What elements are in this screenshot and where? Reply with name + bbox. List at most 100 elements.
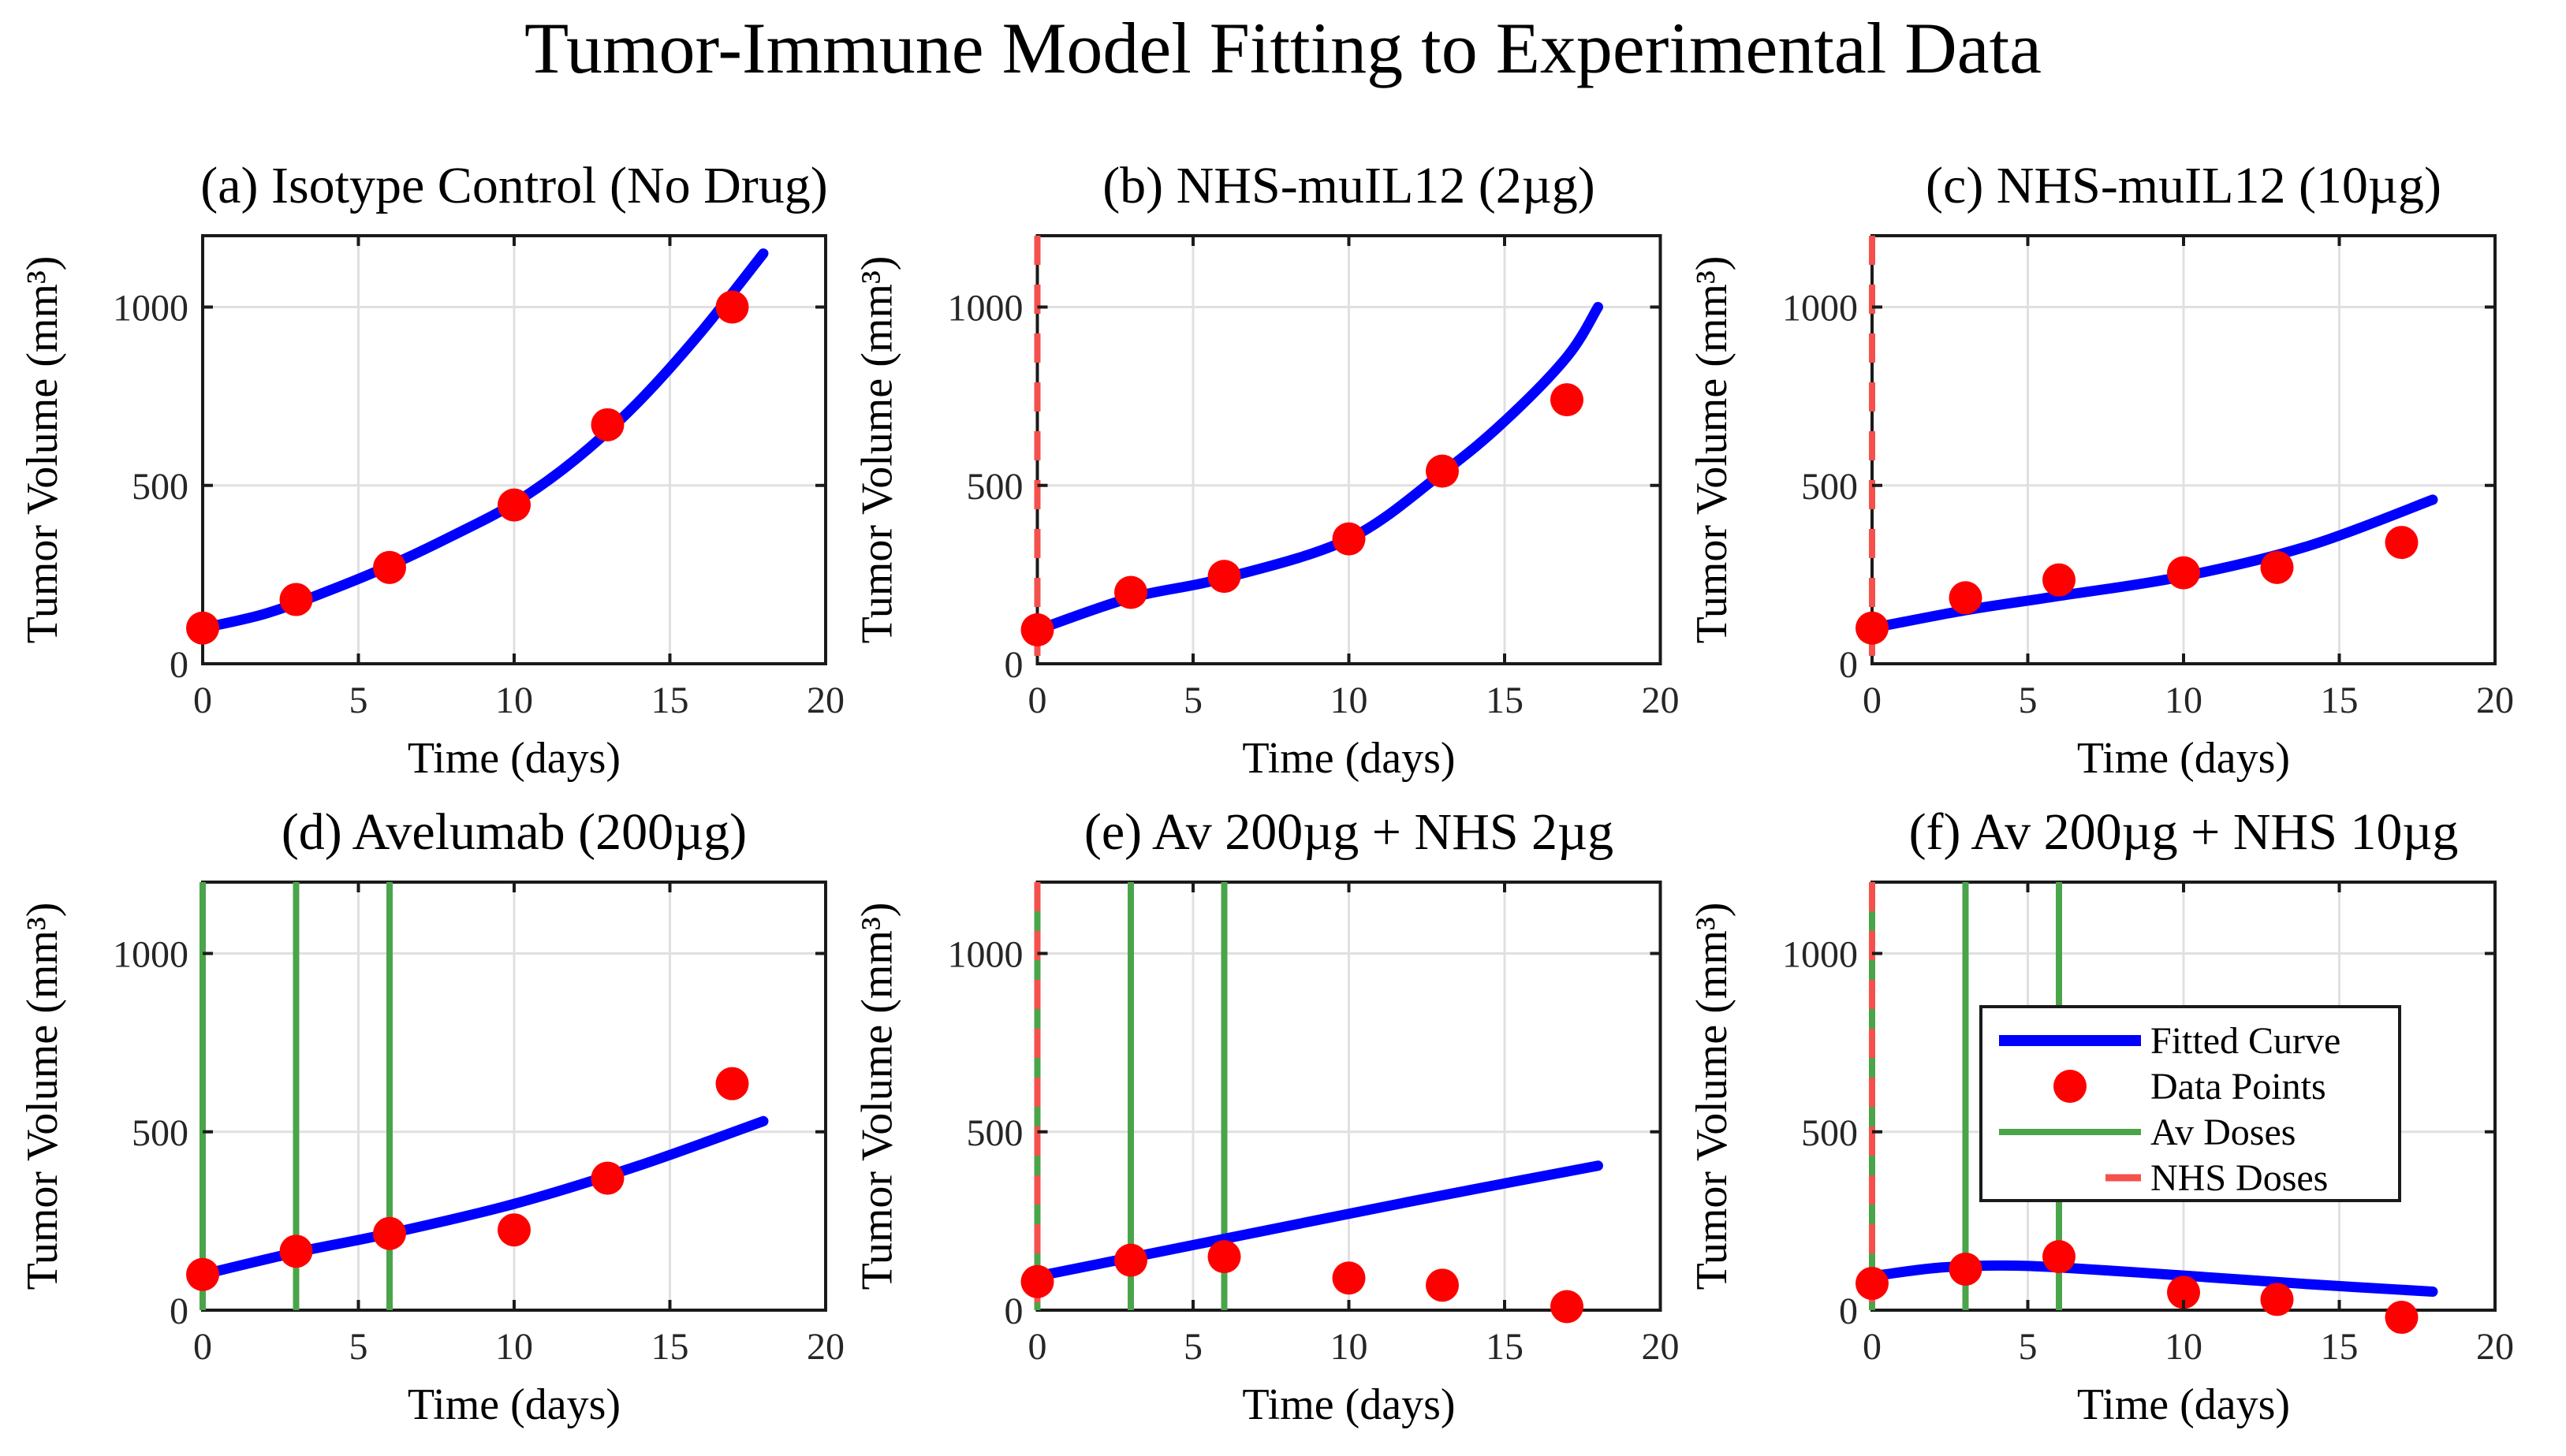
y-tick-label: 1000 — [948, 288, 1024, 330]
data-point — [1332, 1261, 1366, 1295]
legend-entry-label: Fitted Curve — [2150, 1020, 2340, 1062]
y-tick-label: 0 — [1839, 644, 1858, 686]
y-tick-label: 0 — [170, 644, 188, 686]
x-axis-label: Time (days) — [408, 1380, 621, 1429]
legend-box — [1979, 1005, 2401, 1202]
y-axis-label: Tumor Volume (mm³) — [18, 256, 67, 644]
data-point — [2385, 526, 2419, 560]
figure-title: Tumor-Immune Model Fitting to Experiment… — [524, 8, 2042, 88]
x-tick-label: 20 — [807, 680, 845, 721]
panel-e: 0 5 10 15 20 0 500 1000 (e) Av 200µg + NHS 2µg Ti… — [853, 803, 1680, 1429]
y-axis-label: Tumor Volume (mm³) — [1688, 903, 1736, 1290]
data-point — [1020, 613, 1054, 647]
y-tick-label: 500 — [967, 466, 1024, 508]
y-tick-label: 500 — [132, 466, 188, 508]
data-point — [1949, 581, 1982, 615]
x-tick-label: 20 — [807, 1326, 845, 1368]
panel-title: (e) Av 200µg + NHS 2µg — [1084, 803, 1613, 861]
y-tick-label: 1000 — [1782, 934, 1858, 976]
data-point — [2042, 563, 2076, 597]
x-tick-label: 15 — [1486, 680, 1524, 721]
data-point — [2167, 1275, 2200, 1309]
data-point — [186, 1257, 219, 1291]
x-tick-label: 5 — [2019, 680, 2038, 721]
data-point — [1426, 1268, 1459, 1302]
y-tick-label: 0 — [1005, 644, 1024, 686]
x-tick-label: 5 — [1184, 1326, 1203, 1368]
x-tick-label: 10 — [2165, 1326, 2202, 1368]
x-tick-label: 20 — [2476, 1326, 2514, 1368]
y-tick-label: 1000 — [948, 934, 1024, 976]
data-point — [1207, 560, 1241, 594]
data-point — [591, 1161, 625, 1195]
data-point — [498, 1213, 531, 1247]
y-axis-label: Tumor Volume (mm³) — [1688, 256, 1736, 644]
x-tick-label: 15 — [2321, 1326, 2359, 1368]
panel-title: (d) Avelumab (200µg) — [282, 803, 747, 861]
data-point — [2042, 1240, 2076, 1274]
data-point — [1856, 611, 1889, 645]
data-point — [373, 550, 406, 584]
x-axis-label: Time (days) — [2077, 734, 2290, 783]
y-axis-label: Tumor Volume (mm³) — [853, 903, 902, 1290]
y-tick-label: 500 — [1801, 466, 1858, 508]
x-tick-label: 5 — [1184, 680, 1203, 721]
data-point — [1114, 575, 1147, 609]
x-tick-label: 10 — [1330, 680, 1368, 721]
y-axis-label: Tumor Volume (mm³) — [853, 256, 902, 644]
x-tick-label: 5 — [2019, 1326, 2038, 1368]
data-point — [591, 408, 625, 441]
legend-entry-label: Data Points — [2150, 1066, 2326, 1108]
panel-a: 0 5 10 15 20 0 500 1000 (a) Isotype Control (No … — [18, 157, 845, 783]
y-tick-label: 1000 — [1782, 288, 1858, 330]
x-tick-label: 0 — [1863, 1326, 1882, 1368]
data-point — [1550, 1290, 1583, 1324]
data-point — [1550, 383, 1583, 417]
data-point — [1020, 1264, 1054, 1298]
x-tick-label: 0 — [1028, 1326, 1047, 1368]
data-point — [1426, 454, 1459, 488]
data-point — [186, 611, 219, 645]
y-tick-label: 1000 — [113, 934, 188, 976]
data-point — [1114, 1243, 1147, 1277]
x-axis-label: Time (days) — [1242, 1380, 1455, 1429]
y-tick-label: 1000 — [113, 288, 188, 330]
x-tick-label: 5 — [349, 680, 368, 721]
y-tick-label: 500 — [1801, 1112, 1858, 1154]
panel-title: (f) Av 200µg + NHS 10µg — [1909, 803, 2459, 861]
data-point — [715, 290, 749, 324]
data-point — [373, 1216, 406, 1250]
legend-data-point-sample — [2053, 1070, 2087, 1103]
y-tick-label: 500 — [967, 1112, 1024, 1154]
x-tick-label: 20 — [2476, 680, 2514, 721]
x-tick-label: 20 — [1642, 680, 1680, 721]
panel-c: 0 5 10 15 20 0 500 1000 (c) NHS-muIL12 (10µg) Tim… — [1688, 157, 2514, 783]
data-point — [2260, 1283, 2294, 1316]
data-point — [2385, 1301, 2419, 1335]
data-point — [498, 488, 531, 522]
y-axis-label: Tumor Volume (mm³) — [18, 903, 67, 1290]
x-tick-label: 20 — [1642, 1326, 1680, 1368]
y-tick-label: 0 — [1005, 1290, 1024, 1332]
y-tick-label: 500 — [132, 1112, 188, 1154]
panel-b: 0 5 10 15 20 0 500 1000 (b) NHS-muIL12 (2µg) Time… — [853, 157, 1680, 783]
x-tick-label: 15 — [1486, 1326, 1524, 1368]
x-tick-label: 15 — [651, 1326, 689, 1368]
x-tick-label: 5 — [349, 1326, 368, 1368]
panel-title: (c) NHS-muIL12 (10µg) — [1926, 157, 2441, 214]
x-tick-label: 15 — [651, 680, 689, 721]
x-tick-label: 0 — [193, 1326, 212, 1368]
data-point — [715, 1067, 749, 1100]
x-tick-label: 0 — [1028, 680, 1047, 721]
x-tick-label: 10 — [495, 1326, 533, 1368]
x-axis-label: Time (days) — [1242, 734, 1455, 783]
x-tick-label: 10 — [495, 680, 533, 721]
x-tick-label: 0 — [1863, 680, 1882, 721]
data-point — [279, 1234, 313, 1268]
x-axis-label: Time (days) — [2077, 1380, 2290, 1429]
data-point — [1949, 1252, 1982, 1286]
